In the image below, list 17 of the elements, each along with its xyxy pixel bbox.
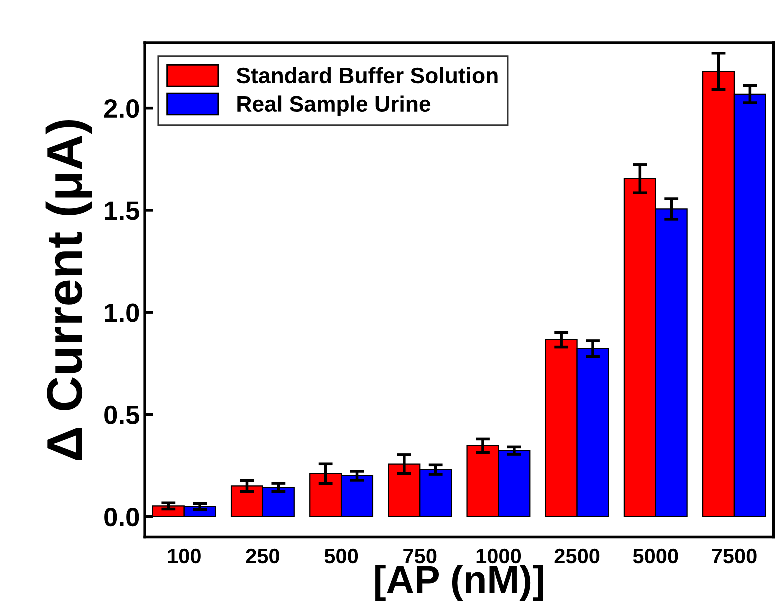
x-tick-label: 7500 <box>712 548 757 564</box>
x-tick-label: 2500 <box>554 548 600 564</box>
y-tick-label: 2.0 <box>104 99 140 118</box>
y-tick-label: 1.0 <box>105 304 140 322</box>
x-tick-label: 250 <box>246 548 280 564</box>
y-tick-label: 1.5 <box>105 202 140 220</box>
x-tick-label: 100 <box>168 548 201 564</box>
x-tick-label: 750 <box>404 548 437 564</box>
y-tick-label: 0.5 <box>104 406 140 425</box>
y-tick-label: 0.0 <box>104 508 140 527</box>
x-tick-label: 5000 <box>633 548 678 564</box>
legend-label: Standard Buffer Solution <box>236 67 498 84</box>
x-tick-label: 1000 <box>476 548 522 564</box>
x-axis-title: [AP (nM)] <box>376 565 544 602</box>
y-axis-title: Δ Current (μA) <box>46 120 92 460</box>
x-tick-label: 500 <box>324 548 358 564</box>
legend-label: Real Sample Urine <box>238 96 431 116</box>
